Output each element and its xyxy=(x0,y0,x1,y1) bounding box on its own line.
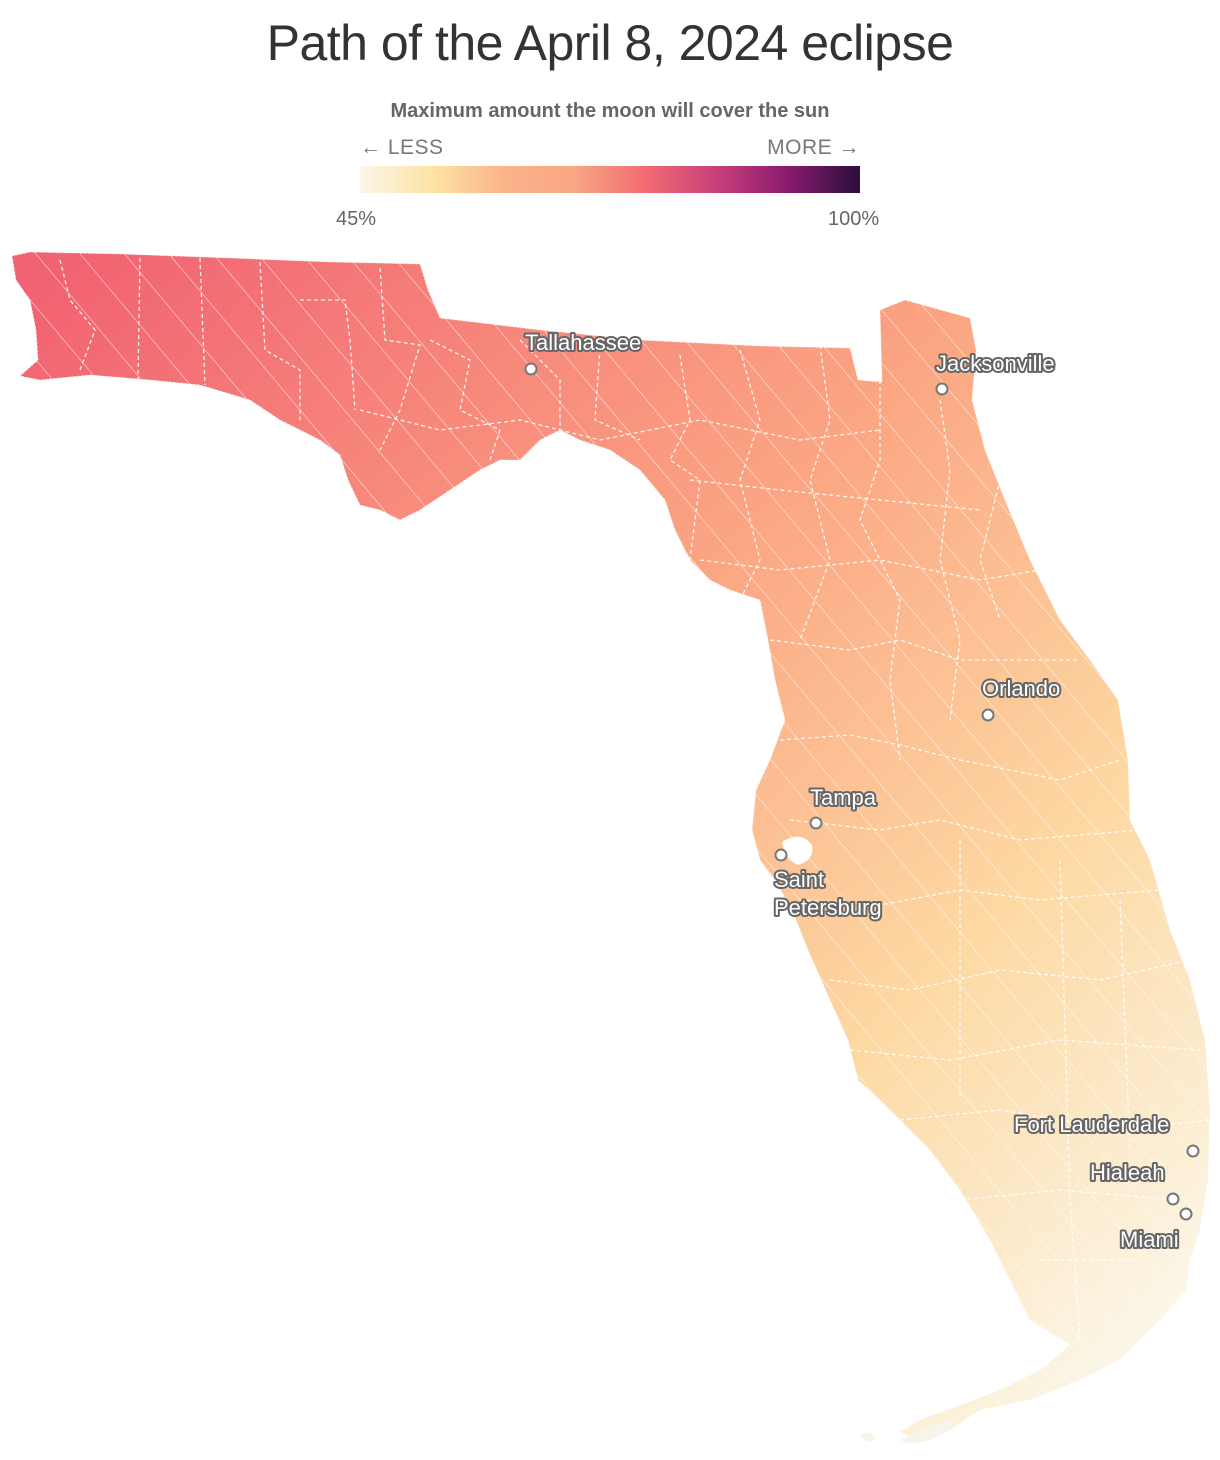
city-marker-hialeah xyxy=(1166,1192,1180,1206)
city-label-line: Orlando xyxy=(982,676,1060,701)
legend-title: Maximum amount the moon will cover the s… xyxy=(390,100,830,122)
city-label-line: Tallahassee xyxy=(525,330,641,355)
legend-less-label: ← LESS xyxy=(360,136,444,159)
legend-min-label: 45% xyxy=(336,208,377,230)
city-marker-jacksonville xyxy=(935,382,949,396)
city-label-miami: Miami xyxy=(1120,1227,1179,1252)
keys-island xyxy=(860,1432,876,1442)
florida-hatching xyxy=(12,252,1210,1440)
city-label-line: Hialeah xyxy=(1090,1160,1165,1185)
city-label-line: Tampa xyxy=(810,785,877,810)
city-marker-miami xyxy=(1179,1207,1193,1221)
legend-color-bar xyxy=(360,166,860,193)
chart-title: Path of the April 8, 2024 eclipse xyxy=(266,15,954,71)
city-label-fort-lauderdale: Fort Lauderdale xyxy=(1014,1112,1169,1137)
city-label-tallahassee: Tallahassee xyxy=(525,330,641,355)
florida-outline xyxy=(11,251,1211,1441)
city-marker-tallahassee xyxy=(524,362,538,376)
city-label-line: Miami xyxy=(1120,1227,1179,1252)
legend-max-label: 100% xyxy=(828,208,880,230)
city-label-line: Petersburg xyxy=(774,895,882,920)
city-label-line: Jacksonville xyxy=(936,351,1055,376)
city-markers: Tallahassee Jacksonville Orlando Tampa Saint… xyxy=(523,328,1200,1254)
city-label-line: Fort Lauderdale xyxy=(1014,1112,1169,1137)
city-label-hialeah: Hialeah xyxy=(1090,1160,1165,1185)
keys-island xyxy=(900,1420,953,1443)
city-label-orlando: Orlando xyxy=(982,676,1060,701)
city-label-saint-petersburg: Saint Petersburg xyxy=(774,867,882,920)
city-marker-tampa xyxy=(809,816,823,830)
city-marker-saint-petersburg xyxy=(774,848,788,862)
legend-more-label: MORE → xyxy=(767,136,860,159)
florida-state-shape xyxy=(11,251,1211,1443)
city-label-tampa: Tampa xyxy=(810,785,877,810)
tampa-bay xyxy=(782,836,813,865)
city-label-line: Saint xyxy=(774,867,824,892)
city-marker-fort-lauderdale xyxy=(1186,1144,1200,1158)
city-label-jacksonville: Jacksonville xyxy=(936,351,1055,376)
city-marker-orlando xyxy=(981,708,995,722)
